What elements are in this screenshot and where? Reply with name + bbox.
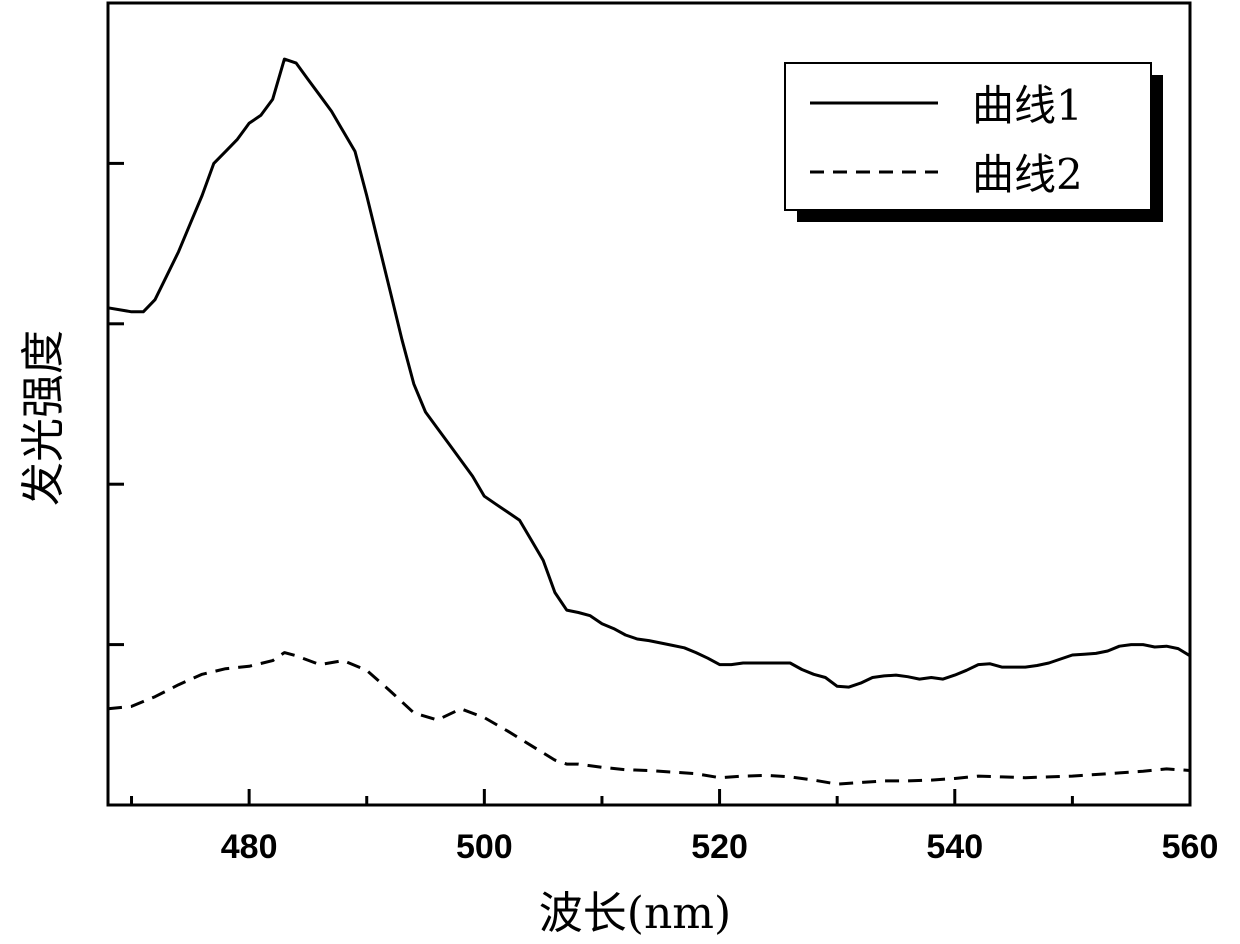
legend: 曲线1 曲线2 <box>785 63 1163 222</box>
legend-label-series-1: 曲线1 <box>972 81 1083 130</box>
x-tick-label-480: 480 <box>221 828 278 866</box>
legend-label-series-2: 曲线2 <box>972 150 1083 199</box>
x-axis-title: 波长(nm) <box>539 888 731 939</box>
y-ticks <box>108 3 124 645</box>
x-tick-label-500: 500 <box>456 828 513 866</box>
x-tick-label-540: 540 <box>926 828 983 866</box>
x-tick-label-520: 520 <box>691 828 748 866</box>
y-axis-title: 发光强度 <box>18 330 69 506</box>
x-tick-label-560: 560 <box>1162 828 1219 866</box>
series-line-2 <box>108 653 1190 785</box>
x-tick-labels: 480 500 520 540 560 <box>221 828 1219 866</box>
x-ticks <box>132 789 1190 805</box>
legend-box <box>785 63 1151 210</box>
